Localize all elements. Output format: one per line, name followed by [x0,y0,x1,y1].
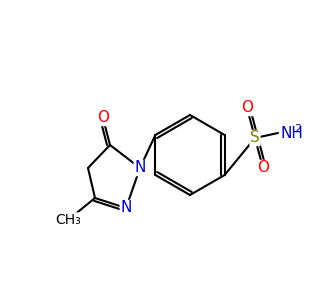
Text: N: N [134,160,146,175]
Text: S: S [250,130,260,146]
Text: O: O [97,111,109,126]
Text: O: O [241,101,253,115]
Text: O: O [257,160,269,175]
Text: N: N [120,201,132,216]
Text: 2: 2 [294,124,301,134]
Text: NH: NH [280,126,303,140]
Text: CH₃: CH₃ [55,213,81,227]
